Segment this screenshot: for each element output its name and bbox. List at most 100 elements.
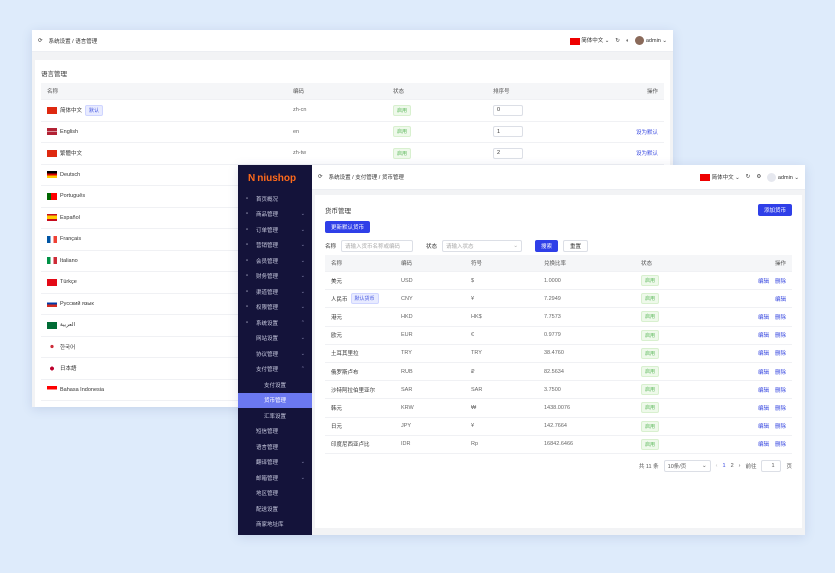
delete-link[interactable]: 删除 <box>774 333 786 340</box>
currency-symbol: TRY <box>471 350 482 357</box>
status-cell: 启用 <box>393 126 493 138</box>
refresh-icon[interactable]: ⟳ <box>318 174 323 180</box>
currency-symbol: HK$ <box>471 313 482 320</box>
sidebar-item[interactable]: 翻译管理 ⌄ <box>238 455 312 471</box>
settings-icon[interactable]: ⚙ <box>756 174 762 180</box>
edit-link[interactable]: 编辑 <box>757 333 769 340</box>
currency-symbol: ₩ <box>471 404 477 411</box>
edit-link[interactable]: 编辑 <box>757 405 769 412</box>
flag-kr-icon <box>47 343 57 351</box>
theme-icon[interactable]: ◐ <box>626 37 630 44</box>
sidebar-item[interactable]: 商家地址库 <box>238 517 312 533</box>
edit-link[interactable]: 编辑 <box>757 442 769 449</box>
sidebar-item[interactable]: ▫ 商品管理 ⌄ <box>238 207 312 223</box>
sidebar-item[interactable]: 邮箱管理 ⌄ <box>238 470 312 486</box>
search-button[interactable]: 搜索 <box>535 239 559 252</box>
sidebar-item[interactable]: 支付设置 <box>238 377 312 393</box>
table-row: 日元 JPY ¥142.7664 启用 编辑 删除 <box>325 418 792 436</box>
delete-link[interactable]: 删除 <box>774 387 786 394</box>
edit-link[interactable]: 编辑 <box>757 387 769 394</box>
sort-input[interactable]: 0 <box>493 104 523 116</box>
set-default-link[interactable]: 设为默认 <box>635 129 658 136</box>
chevron-icon: ⌄ <box>300 226 305 233</box>
table-row: 俄罗斯卢布 RUB ₽82.5634 启用 编辑 删除 <box>325 363 792 382</box>
sidebar-item[interactable]: 配送设置 <box>238 501 312 517</box>
sidebar-item[interactable]: 支付管理 ⌃ <box>238 362 312 378</box>
language-name-cell: Español <box>47 214 293 222</box>
edit-link[interactable]: 编辑 <box>757 351 769 358</box>
sidebar-item[interactable]: ▫ 财务管理 ⌄ <box>238 269 312 285</box>
set-default-link[interactable]: 设为默认 <box>635 151 658 158</box>
sidebar-item[interactable]: 网站设置 ⌄ <box>238 331 312 347</box>
language-name-cell: Português <box>47 192 293 200</box>
language-label: 简体中文 <box>711 174 734 181</box>
delete-link[interactable]: 删除 <box>774 442 786 449</box>
sidebar-item[interactable]: 汇率设置 <box>238 408 312 424</box>
name-filter-input[interactable]: 请输入货币名称或编码 <box>341 239 414 252</box>
sort-input[interactable]: 2 <box>493 147 523 159</box>
next-page-icon[interactable]: › <box>738 462 741 469</box>
currency-name: 沙特阿拉伯里亚尔 <box>331 387 376 394</box>
sidebar-item[interactable]: ▫ 会员管理 ⌄ <box>238 253 312 269</box>
status-badge: 启用 <box>641 293 660 305</box>
page-2[interactable]: 2 <box>730 462 734 469</box>
delete-link[interactable]: 删除 <box>774 369 786 376</box>
sort-input[interactable]: 1 <box>493 126 523 138</box>
delete-link[interactable]: 删除 <box>774 314 786 321</box>
sidebar-item[interactable]: 订单设置 <box>238 532 312 535</box>
delete-link[interactable]: 删除 <box>774 351 786 358</box>
add-currency-button[interactable]: 添加货币 <box>757 203 792 216</box>
breadcrumb-item[interactable]: 系统设置 <box>48 38 71 45</box>
prev-page-icon[interactable]: ‹ <box>715 462 718 469</box>
flag-us-icon <box>47 128 57 136</box>
currency-symbol: $ <box>471 277 475 284</box>
refresh-icon[interactable]: ⟳ <box>38 37 43 44</box>
edit-link[interactable]: 编辑 <box>757 369 769 376</box>
sidebar-item[interactable]: ▫ 系统设置 ⌃ <box>238 315 312 331</box>
status-cell: 启用 <box>641 438 737 450</box>
user-menu[interactable]: admin ⌄ <box>635 36 667 45</box>
delete-link[interactable]: 删除 <box>774 278 786 285</box>
sidebar-item[interactable]: ▫ 订单管理 ⌄ <box>238 222 312 238</box>
sidebar-item[interactable]: 货币管理 <box>238 392 312 408</box>
delete-link[interactable]: 删除 <box>774 405 786 412</box>
goto-page-input[interactable]: 1 <box>761 459 782 472</box>
total-count: 共 11 条 <box>638 463 659 470</box>
edit-link[interactable]: 编辑 <box>757 314 769 321</box>
sidebar-item[interactable]: 短信管理 <box>238 424 312 440</box>
delete-link[interactable]: 删除 <box>774 424 786 431</box>
sidebar-item[interactable]: ▫ 营销管理 ⌄ <box>238 238 312 254</box>
edit-link[interactable]: 编辑 <box>757 424 769 431</box>
goto-label: 前往 <box>745 463 757 470</box>
refresh-page-icon[interactable]: ↻ <box>745 174 751 180</box>
breadcrumb-item[interactable]: 支付管理 <box>355 175 378 181</box>
sidebar-item[interactable]: ▫ 首页概况 <box>238 191 312 207</box>
currency-code: TRY <box>401 350 412 357</box>
language-select[interactable]: 简体中文 ⌄ <box>569 36 609 45</box>
edit-link[interactable]: 编辑 <box>774 296 786 303</box>
edit-link[interactable]: 编辑 <box>757 278 769 285</box>
reset-button[interactable]: 重置 <box>563 239 589 252</box>
refresh-page-icon[interactable]: ↻ <box>615 37 621 44</box>
page-size-select[interactable]: 10条/页 ⌄ <box>663 459 711 472</box>
sidebar-item[interactable]: 协议管理 ⌄ <box>238 346 312 362</box>
status-badge: 启用 <box>641 329 660 341</box>
language-name: Türkçe <box>60 279 77 286</box>
sidebar-item[interactable]: 地区管理 <box>238 486 312 502</box>
chevron-icon: ⌄ <box>300 335 305 342</box>
update-default-currency-button[interactable]: 更新默认货币 <box>325 221 371 233</box>
currency-name: 俄罗斯卢布 <box>331 369 359 376</box>
sidebar-item[interactable]: 语言管理 <box>238 439 312 455</box>
status-filter-select[interactable]: 请输入状态 ⌄ <box>442 239 523 252</box>
page-1[interactable]: 1 <box>722 462 726 469</box>
avatar <box>635 36 645 45</box>
breadcrumb-item[interactable]: 系统设置 <box>328 175 351 181</box>
currency-rate: 16842.6466 <box>544 441 574 448</box>
user-menu[interactable]: admin ⌄ <box>767 172 799 182</box>
sidebar-item-label: 商品管理 <box>256 212 279 219</box>
header: ⟳ 系统设置 / 语言管理 简体中文 ⌄ ↻ ◐ admin ⌄ <box>32 30 673 52</box>
language-select[interactable]: 简体中文 ⌄ <box>700 173 740 182</box>
sidebar-item[interactable]: ▫ 权限管理 ⌄ <box>238 300 312 316</box>
sidebar-item-label: 语言管理 <box>256 444 279 451</box>
sidebar-item[interactable]: ▫ 渠道管理 ⌄ <box>238 284 312 300</box>
